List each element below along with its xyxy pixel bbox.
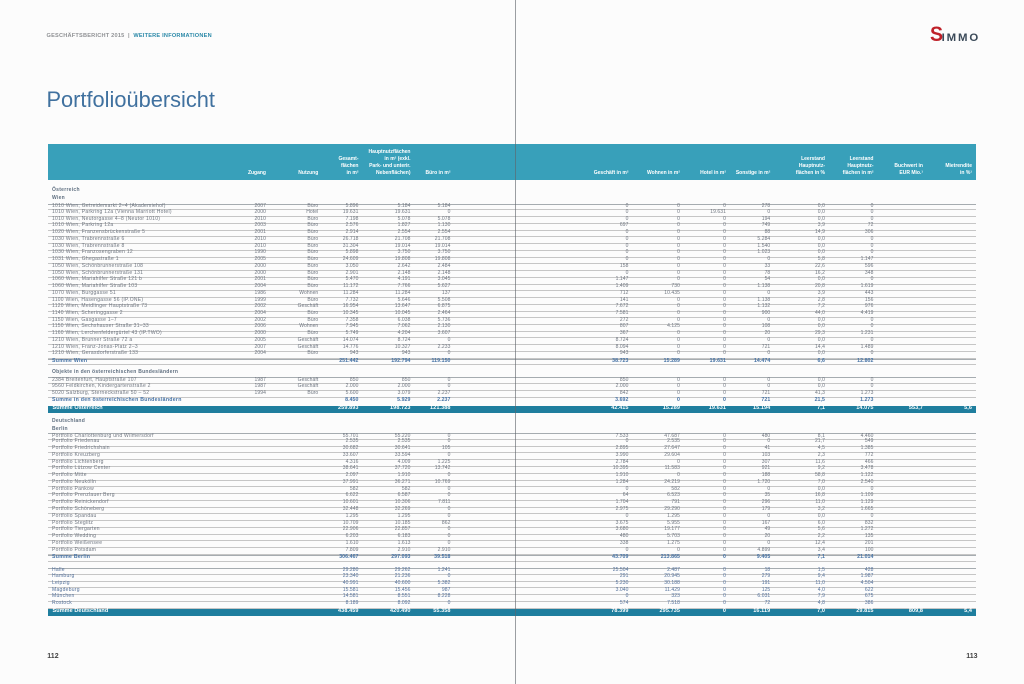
svg-text:S: S [930,24,943,44]
svg-text:IMMO: IMMO [941,32,980,44]
